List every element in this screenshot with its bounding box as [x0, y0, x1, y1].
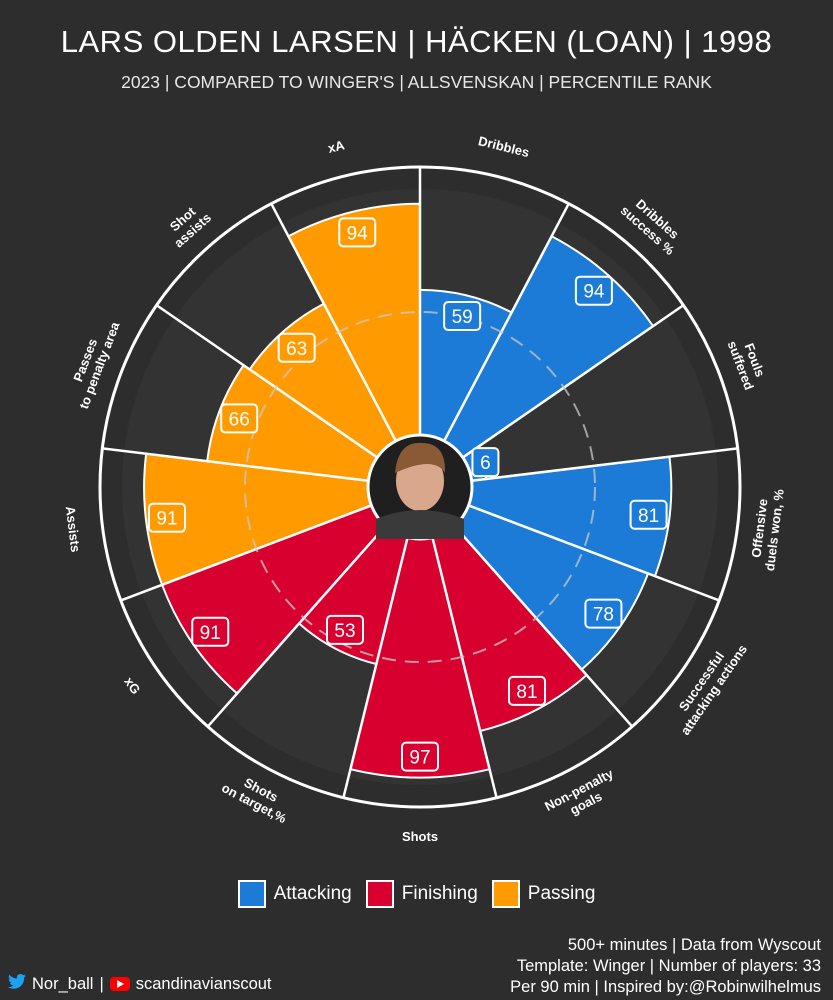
spoke-line	[270, 203, 397, 442]
footnote-line-3: Per 90 min | Inspired by:@Robinwilhelmus	[510, 978, 821, 996]
category-label-dribbles-success: Dribblessuccess %	[618, 191, 688, 258]
youtube-icon	[109, 977, 130, 991]
value-badge-successful-attacking-actions	[584, 598, 623, 629]
twitter-handle: Nor_ball	[32, 974, 94, 993]
youtube-channel: scandinavianscout	[135, 974, 272, 993]
credits-separator: |	[99, 974, 104, 993]
legend-item-finishing: Finishing	[365, 880, 478, 908]
legend-label-passing: Passing	[527, 883, 596, 904]
footnotes: 500+ minutes | Data from Wyscout Templat…	[510, 935, 821, 998]
chart-title: LARS OLDEN LARSEN | HÄCKEN (LOAN) | 1998	[60, 24, 773, 59]
spoke-line	[462, 304, 685, 459]
category-label-xa: xA	[326, 137, 346, 156]
value-badge-passes-to-penalty-area	[220, 403, 259, 434]
value-label-assists: 91	[156, 509, 177, 530]
value-label-xa: 94	[347, 223, 369, 244]
slice-background-fouls-suffered	[462, 317, 716, 481]
spoke-line	[453, 525, 634, 728]
legend-item-passing: Passing	[491, 880, 596, 908]
value-badge-non-penalty-goals	[508, 675, 547, 706]
legend-item-attacking: Attacking	[237, 880, 352, 908]
value-label-shots-on-target: 53	[334, 621, 355, 642]
legend: Attacking Finishing Passing	[0, 880, 833, 908]
median-ring	[244, 311, 596, 663]
legend-swatch-finishing	[365, 880, 394, 908]
spoke-line	[471, 447, 738, 482]
avatar-hair	[395, 442, 446, 473]
category-label-xg: xG	[121, 674, 143, 697]
value-badge-offensive-duels-won	[629, 499, 668, 530]
footnote-line-1: 500+ minutes | Data from Wyscout	[567, 936, 821, 954]
spoke-line	[443, 203, 570, 442]
spoke-line	[342, 537, 409, 799]
category-label-shot-assists: Shotassists	[161, 199, 214, 251]
value-badge-assists	[147, 502, 186, 533]
legend-label-attacking: Attacking	[273, 883, 352, 904]
value-badge-dribbles	[443, 300, 482, 331]
legend-label-finishing: Finishing	[401, 883, 478, 904]
value-label-dribbles-success: 94	[583, 282, 605, 303]
chart-subtitle: 2023 | COMPARED TO WINGER'S | ALLSVENSKA…	[121, 72, 712, 92]
value-badge-xg	[191, 616, 230, 647]
spoke-line	[155, 304, 378, 459]
category-label-fouls-suffered: Foulssuffered	[725, 333, 771, 392]
legend-swatch-attacking	[237, 880, 266, 908]
social-credits: Nor_ball | scandinavianscout	[8, 974, 272, 994]
avatar-shirt	[376, 510, 464, 539]
category-label-shots: Shots	[402, 829, 438, 844]
footnote-line-2: Template: Winger | Number of players: 33	[516, 957, 821, 975]
value-label-shots: 97	[409, 748, 430, 769]
spoke-line	[431, 537, 498, 799]
spoke-line	[468, 504, 720, 602]
spoke-line	[102, 447, 369, 482]
value-label-passes-to-penalty-area: 66	[229, 409, 250, 430]
value-label-non-penalty-goals: 81	[516, 682, 537, 703]
value-badge-shots	[401, 741, 439, 772]
value-label-successful-attacking-actions: 78	[593, 605, 614, 626]
value-label-xg: 91	[200, 623, 221, 644]
category-label-dribbles: Dribbles	[477, 133, 531, 160]
value-badge-shot-assists	[277, 332, 316, 363]
value-label-dribbles: 59	[452, 307, 473, 328]
category-label-assists: Assists	[63, 505, 83, 553]
legend-swatch-passing	[491, 880, 520, 908]
value-badge-xa	[338, 217, 377, 248]
twitter-icon	[8, 974, 26, 994]
spoke-line	[206, 525, 387, 728]
value-badge-fouls-suffered	[471, 447, 500, 478]
value-label-shot-assists: 63	[286, 339, 307, 360]
value-label-offensive-duels-won: 81	[638, 506, 659, 527]
value-badge-dribbles-success	[574, 275, 613, 306]
value-badge-shots-on-target	[326, 614, 365, 645]
category-label-successful-attacking-actions: Successfulattacking actions	[665, 633, 750, 737]
category-label-offensive-duels-won: Offensiveduels won, %	[747, 486, 787, 572]
spoke-line	[120, 504, 372, 602]
value-label-fouls-suffered: 6	[480, 453, 491, 474]
category-label-non-penalty-goals: Non-penaltygoals	[542, 765, 623, 827]
